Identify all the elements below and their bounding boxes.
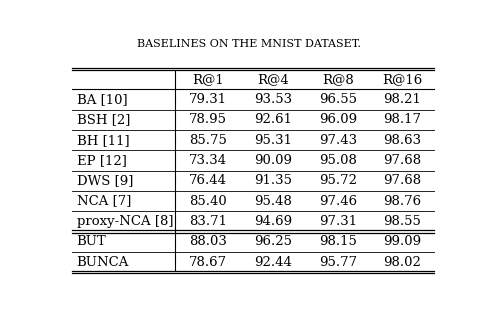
Text: 95.48: 95.48 xyxy=(254,195,292,208)
Text: 78.67: 78.67 xyxy=(189,256,226,268)
Text: R@16: R@16 xyxy=(382,73,422,86)
Text: 97.68: 97.68 xyxy=(383,154,421,167)
Text: 98.21: 98.21 xyxy=(383,93,421,106)
Text: BH [11]: BH [11] xyxy=(77,134,129,147)
Text: 85.40: 85.40 xyxy=(189,195,226,208)
Text: 98.17: 98.17 xyxy=(383,113,421,127)
Text: 98.02: 98.02 xyxy=(383,256,421,268)
Text: 76.44: 76.44 xyxy=(189,174,226,187)
Text: 98.15: 98.15 xyxy=(319,235,357,248)
Text: 95.08: 95.08 xyxy=(319,154,357,167)
Text: 93.53: 93.53 xyxy=(254,93,292,106)
Text: 95.31: 95.31 xyxy=(254,134,292,147)
Text: 79.31: 79.31 xyxy=(189,93,226,106)
Text: 96.09: 96.09 xyxy=(319,113,357,127)
Text: 94.69: 94.69 xyxy=(254,215,292,228)
Text: 91.35: 91.35 xyxy=(254,174,292,187)
Text: 98.76: 98.76 xyxy=(383,195,421,208)
Text: 83.71: 83.71 xyxy=(189,215,226,228)
Text: BASELINES ON THE MNIST DATASET.: BASELINES ON THE MNIST DATASET. xyxy=(137,39,361,49)
Text: R@4: R@4 xyxy=(257,73,289,86)
Text: BUT: BUT xyxy=(77,235,106,248)
Text: proxy-NCA [8]: proxy-NCA [8] xyxy=(77,215,173,228)
Text: 97.43: 97.43 xyxy=(319,134,357,147)
Text: 97.31: 97.31 xyxy=(319,215,357,228)
Text: R@1: R@1 xyxy=(192,73,224,86)
Text: 97.46: 97.46 xyxy=(319,195,357,208)
Text: BSH [2]: BSH [2] xyxy=(77,113,130,127)
Text: 96.55: 96.55 xyxy=(319,93,357,106)
Text: 78.95: 78.95 xyxy=(189,113,226,127)
Text: 92.44: 92.44 xyxy=(254,256,292,268)
Text: 95.72: 95.72 xyxy=(319,174,357,187)
Text: DWS [9]: DWS [9] xyxy=(77,174,133,187)
Text: 85.75: 85.75 xyxy=(189,134,226,147)
Text: 99.09: 99.09 xyxy=(383,235,421,248)
Text: BUNCA: BUNCA xyxy=(77,256,129,268)
Text: 73.34: 73.34 xyxy=(189,154,226,167)
Text: EP [12]: EP [12] xyxy=(77,154,126,167)
Text: 90.09: 90.09 xyxy=(254,154,292,167)
Text: 95.77: 95.77 xyxy=(319,256,357,268)
Text: 96.25: 96.25 xyxy=(254,235,292,248)
Text: 98.55: 98.55 xyxy=(383,215,421,228)
Text: 92.61: 92.61 xyxy=(254,113,292,127)
Text: 98.63: 98.63 xyxy=(383,134,421,147)
Text: 88.03: 88.03 xyxy=(189,235,226,248)
Text: 97.68: 97.68 xyxy=(383,174,421,187)
Text: BA [10]: BA [10] xyxy=(77,93,127,106)
Text: NCA [7]: NCA [7] xyxy=(77,195,131,208)
Text: R@8: R@8 xyxy=(322,73,354,86)
